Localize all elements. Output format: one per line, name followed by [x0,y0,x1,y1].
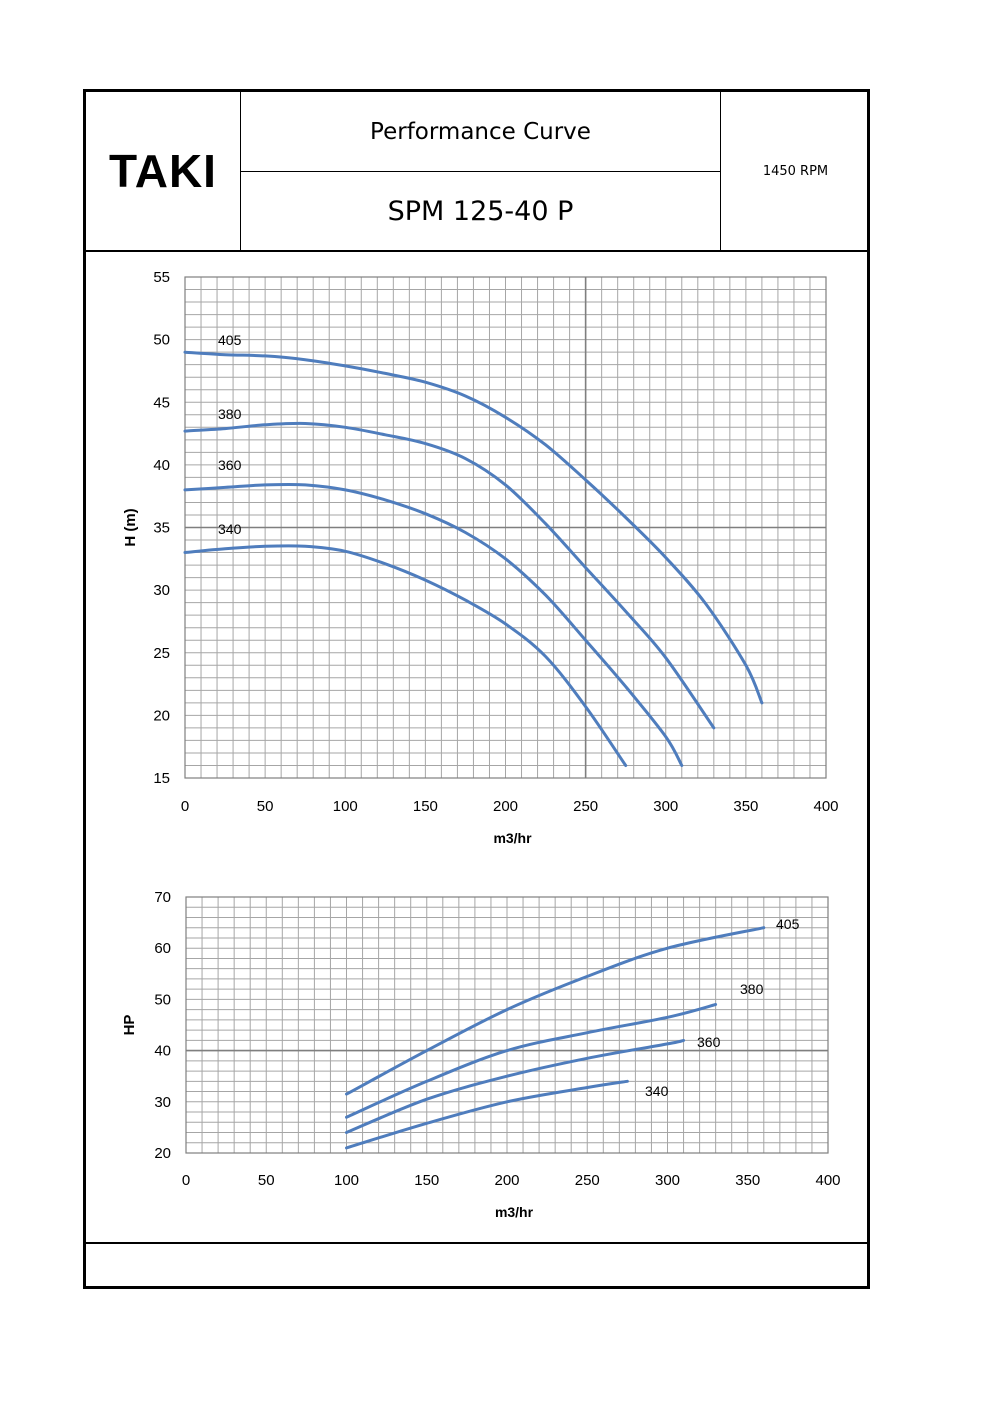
y-axis-title: HP [121,1015,138,1036]
series-line-340 [183,544,628,767]
y-tick-label: 55 [153,269,170,286]
y-tick-label: 50 [153,332,170,349]
y-tick-label: 40 [153,457,170,474]
x-tick-label: 50 [258,1172,275,1189]
x-tick-label: 200 [493,798,518,815]
header: TAKI Performance Curve SPM 125-40 P 1450… [86,92,867,252]
x-tick-label: 250 [573,798,598,815]
series-line-405 [345,926,766,1096]
title-cell: Performance Curve SPM 125-40 P [241,92,721,250]
x-tick-label: 100 [333,798,358,815]
x-tick-label: 200 [494,1172,519,1189]
x-tick-label: 100 [334,1172,359,1189]
y-tick-label: 45 [153,394,170,411]
x-tick-label: 400 [815,1172,840,1189]
x-tick-label: 150 [414,1172,439,1189]
x-axis-title: m3/hr [495,1204,534,1220]
x-tick-label: 350 [735,1172,760,1189]
speed-label: 1450 RPM [762,163,829,179]
series-label: 360 [697,1034,721,1050]
x-tick-label: 150 [413,798,438,815]
x-tick-label: 50 [257,798,274,815]
series-label: 340 [218,521,242,537]
plot-area-frame [185,896,829,1154]
y-tick-label: 30 [153,582,170,599]
series-line-360 [345,1038,685,1134]
y-tick-label: 30 [154,1094,171,1111]
datasheet-frame: TAKI Performance Curve SPM 125-40 P 1450… [83,89,870,1289]
series-line-360 [183,482,684,767]
y-tick-label: 70 [154,889,171,906]
series-label: 380 [740,981,764,997]
series-line-380 [183,421,716,730]
series-line-340 [345,1079,629,1150]
x-tick-label: 300 [653,798,678,815]
power-chart: 0 50 100 150 200 250 300 350 400 20 30 40 50 60 70 m3/h… [121,889,841,1220]
brand-logo: TAKI [109,145,217,197]
plot-area-frame [184,276,827,779]
x-tick-label: 0 [182,1172,190,1189]
x-axis-title: m3/hr [493,830,532,846]
y-axis-title: H (m) [122,508,139,546]
y-tick-label: 60 [154,940,171,957]
series-label: 360 [218,457,242,473]
series-label: 380 [218,406,242,422]
footer-divider [86,1242,867,1244]
series-line-380 [345,1003,718,1119]
y-tick-label: 20 [154,1145,171,1162]
y-tick-label: 20 [153,707,170,724]
x-tick-label: 350 [733,798,758,815]
series-label: 405 [776,916,800,932]
logo-cell: TAKI [86,92,241,250]
series-label: 340 [645,1083,669,1099]
series-line-405 [183,350,764,705]
x-tick-label: 0 [181,798,189,815]
y-tick-label: 15 [153,770,170,787]
y-tick-label: 35 [153,520,170,537]
x-tick-label: 250 [575,1172,600,1189]
x-tick-label: 300 [655,1172,680,1189]
head-chart: 0 50 100 150 200 250 300 350 400 15 20 25 30 35 40 45 50… [122,269,839,846]
document-title: Performance Curve [241,92,720,172]
model-name: SPM 125-40 P [387,195,574,227]
y-tick-label: 40 [154,1043,171,1060]
y-tick-label: 50 [154,991,171,1008]
series-label: 405 [218,332,242,348]
x-tick-label: 400 [813,798,838,815]
y-tick-label: 25 [153,645,170,662]
